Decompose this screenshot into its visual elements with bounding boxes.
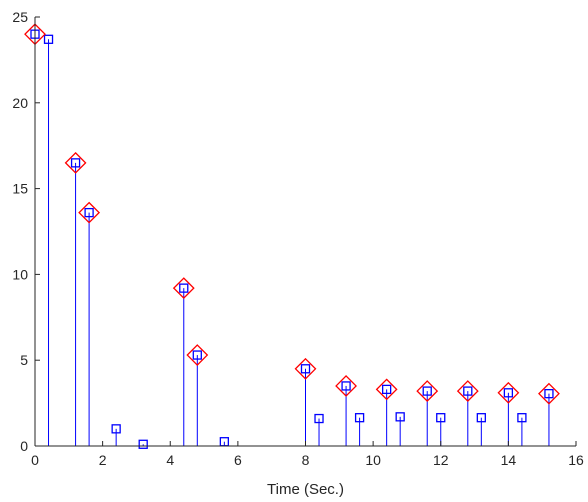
data-point-square (395, 412, 405, 422)
x-tick-label: 12 (433, 452, 449, 468)
data-point-square (192, 350, 202, 360)
data-point-square (43, 34, 54, 44)
x-tick-label: 6 (234, 452, 242, 468)
data-point-diamond (375, 378, 398, 401)
data-point-diamond (186, 344, 209, 366)
data-point-square (476, 413, 486, 423)
x-tick-label: 14 (501, 452, 517, 468)
data-point-diamond (416, 380, 439, 403)
y-tick-label: 5 (20, 352, 28, 368)
data-point-square (70, 158, 81, 168)
data-point-square (314, 413, 324, 424)
data-point-square (436, 413, 446, 423)
data-point-square (341, 381, 351, 391)
data-point-diamond (78, 201, 101, 224)
data-point-diamond (294, 357, 317, 380)
data-point-square (111, 424, 121, 434)
data-point-diamond (538, 382, 560, 405)
data-point-diamond (335, 375, 357, 397)
data-point-square (84, 207, 94, 218)
data-point-square (544, 389, 554, 399)
y-tick-label: 0 (20, 438, 28, 454)
data-point-diamond (172, 277, 195, 300)
x-tick-label: 10 (365, 452, 381, 468)
data-point-square (463, 386, 473, 396)
x-tick-label: 2 (99, 452, 107, 468)
data-point-square (381, 384, 392, 395)
y-tick-label: 20 (12, 95, 28, 111)
data-point-square (300, 364, 311, 374)
x-axis-label: Time (Sec.) (267, 481, 344, 498)
x-tick-label: 8 (302, 452, 310, 468)
x-tick-label: 0 (31, 452, 39, 468)
y-tick-label: 10 (12, 266, 28, 282)
diamond-markers-group (24, 23, 560, 405)
x-tick-label: 16 (568, 452, 584, 468)
y-tick-label: 15 (12, 181, 28, 197)
data-point-diamond (497, 381, 520, 404)
x-tick-label: 4 (166, 452, 174, 468)
ticks-group: 0 2 4 6 8 10 12 14 16 0 5 10 15 20 25 (12, 9, 584, 468)
data-point-square (422, 386, 432, 396)
data-point-square (517, 413, 527, 423)
y-tick-label: 25 (12, 9, 28, 25)
data-point-square (179, 283, 189, 293)
data-point-square (503, 388, 514, 398)
data-point-diamond (456, 380, 479, 403)
data-point-square (354, 413, 365, 423)
data-point-square (138, 439, 148, 449)
data-point-diamond (64, 151, 87, 174)
